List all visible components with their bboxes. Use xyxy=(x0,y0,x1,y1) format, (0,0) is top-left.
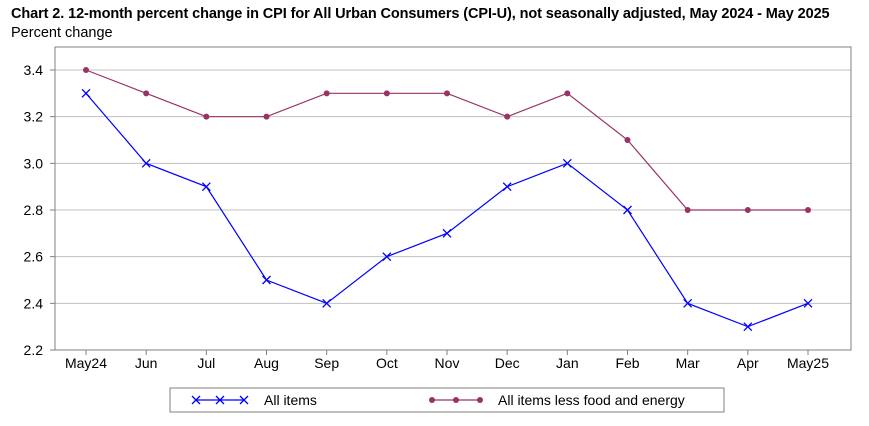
data-point xyxy=(203,113,210,120)
data-point xyxy=(504,113,511,120)
data-point xyxy=(382,252,392,262)
y-tick-label: 2.6 xyxy=(24,249,44,265)
legend-marker xyxy=(429,397,435,403)
data-point xyxy=(141,158,151,168)
y-tick-label: 2.2 xyxy=(24,342,44,358)
legend: All items All items less food and energy xyxy=(169,387,725,413)
data-point xyxy=(805,207,811,213)
legend-item: All items less food and energy xyxy=(429,392,685,408)
legend-marker xyxy=(215,395,225,405)
series-layer xyxy=(81,67,813,332)
x-tick-label: Nov xyxy=(435,355,460,371)
data-point xyxy=(502,182,512,192)
data-point xyxy=(562,158,572,168)
x-tick-label: Jan xyxy=(556,355,579,371)
data-point xyxy=(743,322,753,332)
series-all-items xyxy=(81,88,813,332)
data-point xyxy=(623,205,632,215)
data-point xyxy=(624,137,631,143)
legend-marker xyxy=(239,395,249,405)
y-tick-label: 3.0 xyxy=(24,155,44,171)
legend-marker xyxy=(191,395,201,405)
data-point xyxy=(263,113,270,120)
x-tick-label: Aug xyxy=(254,355,279,371)
legend-marker xyxy=(477,397,483,403)
data-point xyxy=(262,275,271,285)
data-point xyxy=(684,207,691,213)
data-point xyxy=(744,207,751,213)
x-tick-label: Sep xyxy=(314,355,339,371)
x-tick-label: May25 xyxy=(787,355,829,371)
data-point xyxy=(803,298,813,308)
x-tick-label: Oct xyxy=(376,355,398,371)
data-point xyxy=(564,90,571,97)
x-tick-label: Feb xyxy=(615,355,639,371)
y-tick-label: 3.4 xyxy=(24,62,44,78)
chart-title: Chart 2. 12-month percent change in CPI … xyxy=(11,6,830,22)
y-axis-label: Percent change xyxy=(11,25,113,41)
data-point xyxy=(683,298,693,308)
y-axis-ticks: 2.2 2.4 2.6 2.8 3.0 3.2 3.4 xyxy=(24,62,55,358)
x-tick-label: Apr xyxy=(737,355,759,371)
series-core xyxy=(83,67,811,213)
x-tick-label: Mar xyxy=(676,355,700,371)
gridlines xyxy=(55,69,851,304)
data-point xyxy=(444,90,450,97)
data-point xyxy=(442,228,452,238)
data-point xyxy=(201,182,211,192)
data-point xyxy=(83,67,89,73)
data-point xyxy=(323,90,330,97)
x-axis-ticks: May24 Jun Jul Aug Sep Oct Nov Dec Jan Feb Mar Apr Ma… xyxy=(65,350,829,371)
legend-item: All items xyxy=(191,392,317,408)
y-tick-label: 2.8 xyxy=(24,202,44,218)
x-tick-label: Jul xyxy=(197,355,215,371)
legend-label: All items xyxy=(264,392,317,408)
y-tick-label: 2.4 xyxy=(24,295,44,311)
x-tick-label: Dec xyxy=(495,355,520,371)
y-tick-label: 3.2 xyxy=(24,109,44,125)
data-point xyxy=(143,90,150,97)
x-tick-label: May24 xyxy=(65,355,107,371)
legend-label: All items less food and energy xyxy=(498,392,685,408)
data-point xyxy=(81,88,91,98)
x-tick-label: Jun xyxy=(135,355,158,371)
data-point xyxy=(383,90,390,97)
legend-marker xyxy=(453,397,459,403)
data-point xyxy=(322,298,332,308)
plot-area xyxy=(54,46,852,351)
